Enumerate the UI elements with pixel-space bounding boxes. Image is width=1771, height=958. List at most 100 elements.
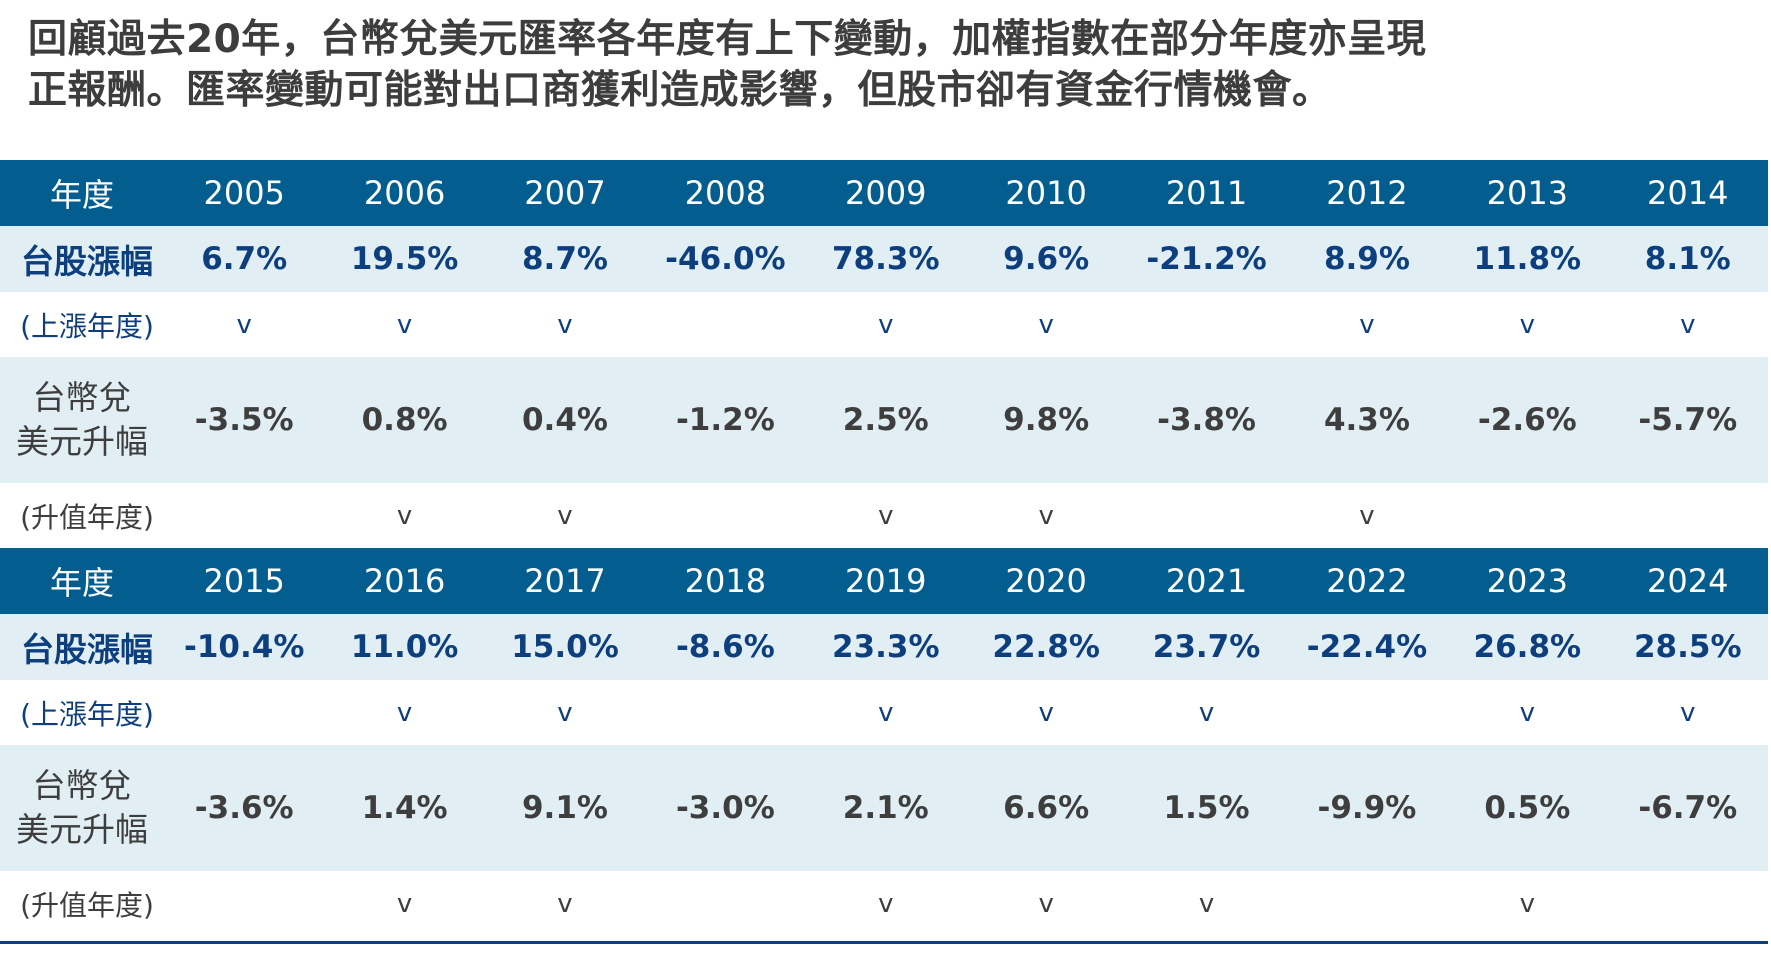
fx-up-mark: v (965, 871, 1127, 936)
year-cell: 2012 (1286, 160, 1448, 226)
stock-up-mark (164, 680, 325, 745)
fx-up-label: (升值年度) (0, 871, 164, 936)
year-cell: 2010 (965, 160, 1127, 226)
year-cell: 2020 (965, 548, 1127, 614)
fx-change-cell: -3.6% (164, 745, 325, 871)
stock-up-row: (上漲年度) v v v v v v v v (0, 292, 1768, 357)
stock-return-cell: 28.5% (1607, 614, 1768, 680)
fx-up-mark: v (1447, 871, 1608, 936)
year-cell: 2023 (1447, 548, 1608, 614)
fx-change-cell: 0.8% (324, 357, 485, 483)
year-cell: 2009 (805, 160, 966, 226)
stock-up-mark: v (1607, 292, 1768, 357)
fx-up-mark (1607, 871, 1768, 936)
year-cell: 2015 (164, 548, 325, 614)
fx-up-label: (升值年度) (0, 483, 164, 548)
stock-return-row: 台股漲幅 -10.4% 11.0% 15.0% -8.6% 23.3% 22.8% 23.7%… (0, 614, 1768, 680)
fx-change-label-line-2: 美元升幅 (16, 810, 148, 849)
fx-up-row: (升值年度) v v v v v v (0, 871, 1768, 936)
fx-up-mark: v (1126, 871, 1287, 936)
stock-return-cell: 23.3% (805, 614, 966, 680)
fx-change-label-line-2: 美元升幅 (16, 422, 148, 461)
stock-up-mark (1126, 292, 1287, 357)
fx-change-cell: -9.9% (1286, 745, 1448, 871)
year-cell: 2021 (1126, 548, 1287, 614)
year-cell: 2018 (645, 548, 806, 614)
fx-change-label: 台幣兌 美元升幅 (0, 745, 164, 871)
stock-up-mark (645, 292, 806, 357)
stock-up-mark: v (1607, 680, 1768, 745)
headline-line-1: 回顧過去20年，台幣兌美元匯率各年度有上下變動，加權指數在部分年度亦呈現 (28, 17, 1427, 62)
fx-change-cell: 2.1% (805, 745, 966, 871)
year-cell: 2017 (484, 548, 646, 614)
returns-table: 年度 2005 2006 2007 2008 2009 2010 2011 2012 2013 20… (0, 160, 1768, 936)
fx-up-mark (1607, 483, 1768, 548)
fx-change-label-line-1: 台幣兌 (32, 378, 132, 417)
fx-up-mark: v (324, 871, 485, 936)
stock-up-mark: v (164, 292, 325, 357)
fx-up-mark: v (484, 871, 646, 936)
fx-change-cell: 0.5% (1447, 745, 1608, 871)
fx-change-cell: 9.8% (965, 357, 1127, 483)
fx-up-mark: v (805, 871, 966, 936)
year-cell: 2024 (1607, 548, 1768, 614)
year-header-label: 年度 (0, 548, 164, 614)
stock-up-mark (1286, 680, 1448, 745)
year-cell: 2014 (1607, 160, 1768, 226)
stock-return-cell: 78.3% (805, 226, 966, 292)
stock-return-cell: 6.7% (164, 226, 325, 292)
fx-up-mark (1126, 483, 1287, 548)
fx-change-cell: 4.3% (1286, 357, 1448, 483)
stock-up-mark: v (965, 680, 1127, 745)
stock-up-mark: v (324, 292, 485, 357)
year-cell: 2006 (324, 160, 485, 226)
fx-change-cell: 0.4% (484, 357, 646, 483)
stock-return-cell: 22.8% (965, 614, 1127, 680)
fx-change-cell: -3.8% (1126, 357, 1287, 483)
year-cell: 2016 (324, 548, 485, 614)
fx-change-row: 台幣兌 美元升幅 -3.6% 1.4% 9.1% -3.0% 2.1% 6.6% 1.5% -9.… (0, 745, 1768, 871)
year-cell: 2022 (1286, 548, 1448, 614)
fx-up-mark: v (1286, 483, 1448, 548)
stock-return-cell: 19.5% (324, 226, 485, 292)
fx-up-mark: v (965, 483, 1127, 548)
fx-change-cell: -3.5% (164, 357, 325, 483)
fx-up-mark (645, 871, 806, 936)
fx-change-cell: -1.2% (645, 357, 806, 483)
fx-up-mark (164, 483, 325, 548)
stock-up-mark: v (1447, 680, 1608, 745)
year-cell: 2005 (164, 160, 325, 226)
stock-return-cell: -10.4% (164, 614, 325, 680)
fx-change-cell: 1.4% (324, 745, 485, 871)
fx-change-cell: 1.5% (1126, 745, 1287, 871)
stock-return-cell: -8.6% (645, 614, 806, 680)
stock-up-mark: v (324, 680, 485, 745)
fx-change-cell: -3.0% (645, 745, 806, 871)
year-header-row: 年度 2005 2006 2007 2008 2009 2010 2011 2012 2013 20… (0, 160, 1768, 226)
stock-up-mark (645, 680, 806, 745)
headline: 回顧過去20年，台幣兌美元匯率各年度有上下變動，加權指數在部分年度亦呈現 正報酬… (28, 14, 1748, 116)
stock-return-cell: 8.7% (484, 226, 646, 292)
stock-up-mark: v (805, 292, 966, 357)
stock-return-cell: 8.9% (1286, 226, 1448, 292)
year-cell: 2013 (1447, 160, 1608, 226)
stock-return-label: 台股漲幅 (0, 614, 164, 680)
stock-return-label: 台股漲幅 (0, 226, 164, 292)
stock-up-mark: v (1126, 680, 1287, 745)
fx-up-row: (升值年度) v v v v v (0, 483, 1768, 548)
fx-up-mark (645, 483, 806, 548)
fx-change-row: 台幣兌美元升幅 -3.5% 0.8% 0.4% -1.2% 2.5% 9.8% -3.8% 4.… (0, 357, 1768, 483)
year-cell: 2019 (805, 548, 966, 614)
fx-up-mark (1286, 871, 1448, 936)
fx-change-cell: 2.5% (805, 357, 966, 483)
fx-change-cell: 9.1% (484, 745, 646, 871)
stock-return-cell: -46.0% (645, 226, 806, 292)
stock-return-cell: 8.1% (1607, 226, 1768, 292)
fx-change-label-line-1: 台幣兌 (32, 766, 132, 805)
fx-up-mark: v (484, 483, 646, 548)
fx-change-cell: -6.7% (1607, 745, 1768, 871)
year-header-row: 年度 2015 2016 2017 2018 2019 2020 2021 2022 2023 20… (0, 548, 1768, 614)
stock-up-mark: v (965, 292, 1127, 357)
fx-up-mark: v (324, 483, 485, 548)
stock-return-cell: 23.7% (1126, 614, 1287, 680)
